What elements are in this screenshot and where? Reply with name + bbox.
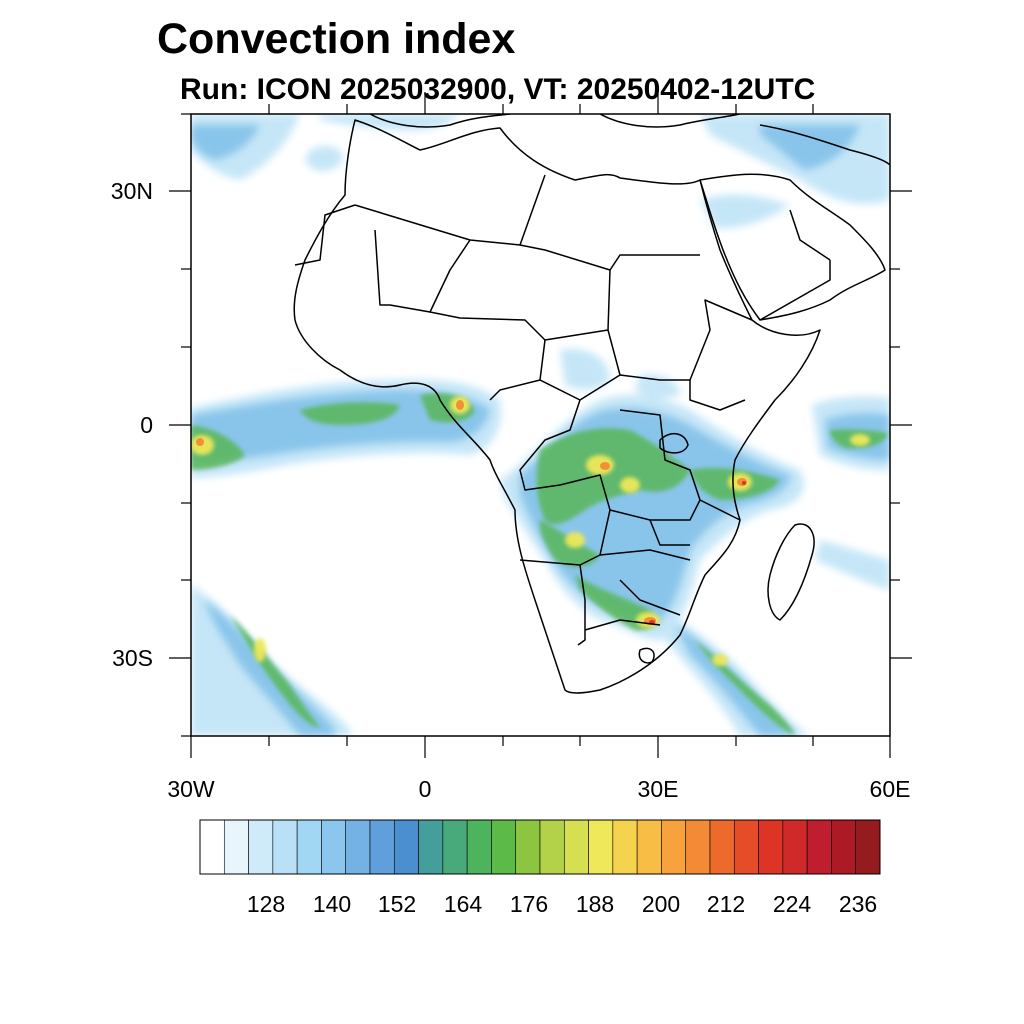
colorbar-swatch <box>442 819 468 875</box>
colorbar-label: 200 <box>642 891 680 917</box>
colorbar-swatch <box>539 819 565 875</box>
colorbar-swatch <box>199 819 225 875</box>
colorbar-swatch <box>612 819 638 875</box>
colorbar-swatch <box>685 819 711 875</box>
colorbar-label: 212 <box>707 891 745 917</box>
colorbar-swatch <box>636 819 662 875</box>
colorbar-swatch <box>466 819 492 875</box>
colorbar-swatch <box>661 819 687 875</box>
colorbar-swatch <box>248 819 274 875</box>
colorbar-swatch <box>782 819 808 875</box>
convection-field <box>191 114 890 736</box>
colorbar-label: 236 <box>839 891 877 917</box>
lat-label-30s: 30S <box>112 645 153 671</box>
colorbar <box>199 819 881 875</box>
colorbar-swatch <box>806 819 832 875</box>
colorbar-label: 152 <box>378 891 416 917</box>
axis-ticks <box>169 92 912 758</box>
colorbar-label: 140 <box>313 891 351 917</box>
colorbar-swatch <box>588 819 614 875</box>
colorbar-swatch <box>418 819 444 875</box>
colorbar-label: 176 <box>510 891 548 917</box>
lat-label-0: 0 <box>140 412 153 438</box>
coastline-borders <box>293 114 890 694</box>
colorbar-swatch <box>733 819 759 875</box>
colorbar-swatch <box>515 819 541 875</box>
colorbar-swatch <box>393 819 419 875</box>
colorbar-label: 128 <box>247 891 285 917</box>
colorbar-label: 188 <box>576 891 614 917</box>
colorbar-swatch <box>758 819 784 875</box>
colorbar-swatch <box>321 819 347 875</box>
colorbar-labels: 128 140 152 164 176 188 200 212 224 236 <box>247 891 877 917</box>
colorbar-swatch <box>369 819 395 875</box>
colorbar-swatch <box>272 819 298 875</box>
colorbar-swatch <box>855 819 881 875</box>
colorbar-border <box>199 819 881 875</box>
colorbar-label: 224 <box>773 891 812 917</box>
colorbar-swatch <box>345 819 371 875</box>
run-info: Run: ICON 2025032900, VT: 20250402-12UTC <box>180 73 816 106</box>
lon-label-60e: 60E <box>870 776 911 802</box>
colorbar-swatch <box>831 819 857 875</box>
lon-label-0: 0 <box>419 776 432 802</box>
colorbar-swatch <box>563 819 589 875</box>
map-title: Convection index <box>157 15 516 63</box>
lon-label-30e: 30E <box>638 776 679 802</box>
colorbar-swatch <box>223 819 249 875</box>
colorbar-swatch <box>709 819 735 875</box>
colorbar-swatch <box>296 819 322 875</box>
colorbar-label: 164 <box>444 891 483 917</box>
colorbar-swatch <box>491 819 517 875</box>
lon-label-30w: 30W <box>167 776 215 802</box>
lat-label-30n: 30N <box>111 178 153 204</box>
